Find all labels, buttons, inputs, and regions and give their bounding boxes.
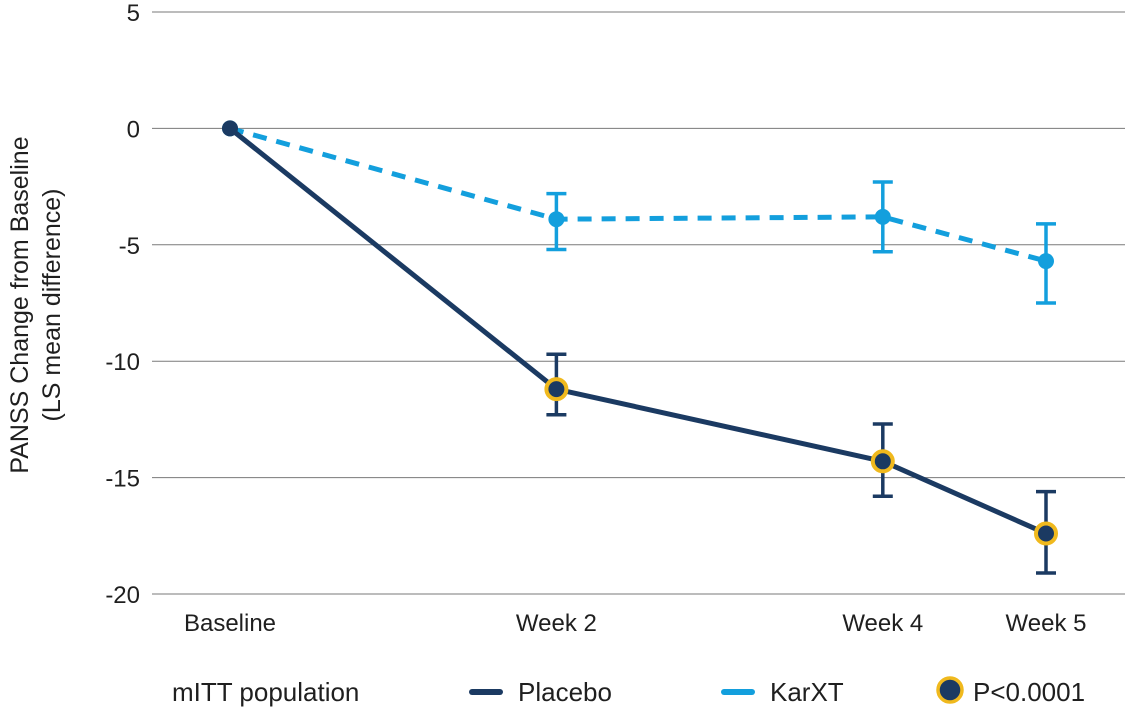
series-line-karxt	[229, 125, 1047, 264]
x-tick-label: Week 2	[516, 610, 597, 637]
data-point	[1038, 253, 1054, 270]
legend-karxt-label: KarXT	[770, 677, 844, 707]
data-point	[548, 211, 565, 228]
x-tick-labels: Baseline Week 2 Week 4 Week 5	[184, 610, 1087, 637]
data-point	[222, 120, 238, 137]
legend: mITT population Placebo KarXT P<0.0001	[172, 676, 1085, 707]
data-point	[874, 208, 891, 225]
legend-significance-label: P<0.0001	[973, 677, 1085, 707]
y-axis-title-line2: (LS mean difference)	[38, 189, 66, 422]
grid-lines	[152, 11, 1125, 595]
legend-significance-marker	[936, 676, 964, 704]
data-point-significant	[544, 377, 569, 402]
series-karxt	[222, 120, 1056, 305]
y-tick-label: -20	[105, 582, 140, 609]
y-tick-label: -5	[119, 233, 140, 260]
data-point-significant	[1034, 521, 1058, 546]
y-tick-label: -15	[105, 466, 140, 493]
y-tick-label: -10	[105, 349, 140, 376]
x-tick-label: Week 5	[1006, 610, 1087, 637]
data-point-significant	[870, 449, 895, 474]
x-tick-label: Baseline	[184, 610, 276, 637]
x-tick-label: Week 4	[842, 610, 923, 637]
y-tick-labels: 5 0 -5 -10 -15 -20	[105, 0, 140, 609]
legend-population-label: mITT population	[172, 677, 359, 707]
y-tick-label: 5	[127, 0, 140, 27]
series-placebo	[222, 120, 1058, 575]
series-group	[222, 120, 1058, 575]
y-tick-label: 0	[127, 116, 140, 143]
series-line-placebo	[227, 125, 1049, 536]
y-axis-title: PANSS Change from Baseline	[6, 136, 34, 473]
legend-placebo-label: Placebo	[518, 677, 612, 707]
